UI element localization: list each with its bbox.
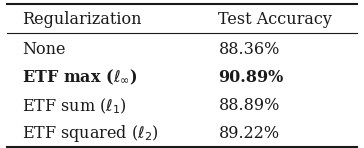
Text: Regularization: Regularization bbox=[22, 12, 141, 28]
Text: 88.36%: 88.36% bbox=[218, 41, 280, 58]
Text: ETF squared ($\ell_2$): ETF squared ($\ell_2$) bbox=[22, 123, 159, 144]
Text: None: None bbox=[22, 41, 66, 58]
Text: ETF max ($\ell_\infty$): ETF max ($\ell_\infty$) bbox=[22, 68, 137, 87]
Text: 89.22%: 89.22% bbox=[218, 126, 280, 142]
Text: Test Accuracy: Test Accuracy bbox=[218, 12, 332, 28]
Text: ETF sum ($\ell_1$): ETF sum ($\ell_1$) bbox=[22, 96, 127, 116]
Text: 90.89%: 90.89% bbox=[218, 69, 284, 86]
Text: 88.89%: 88.89% bbox=[218, 97, 280, 114]
